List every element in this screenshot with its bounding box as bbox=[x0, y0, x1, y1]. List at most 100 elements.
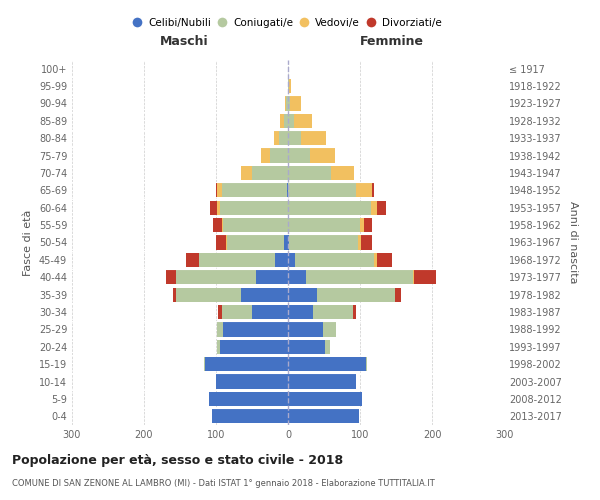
Bar bbox=[280, 131, 288, 146]
Bar bbox=[295, 253, 374, 267]
Bar bbox=[313, 305, 353, 319]
Bar bbox=[288, 270, 306, 284]
Bar bbox=[395, 288, 401, 302]
Bar bbox=[374, 253, 377, 267]
Bar bbox=[288, 392, 362, 406]
Bar bbox=[204, 357, 205, 372]
Bar bbox=[241, 166, 252, 180]
Bar bbox=[288, 166, 331, 180]
Bar bbox=[372, 183, 374, 198]
Bar bbox=[209, 392, 288, 406]
Bar bbox=[210, 200, 217, 215]
Bar bbox=[413, 270, 414, 284]
Bar bbox=[290, 96, 301, 110]
Bar bbox=[286, 96, 288, 110]
Bar bbox=[285, 96, 286, 110]
Bar bbox=[280, 114, 284, 128]
Bar bbox=[288, 131, 301, 146]
Bar bbox=[176, 270, 256, 284]
Bar bbox=[331, 166, 354, 180]
Text: Popolazione per età, sesso e stato civile - 2018: Popolazione per età, sesso e stato civil… bbox=[12, 454, 343, 467]
Bar bbox=[222, 218, 223, 232]
Bar bbox=[217, 340, 220, 354]
Bar bbox=[288, 236, 289, 250]
Bar bbox=[364, 218, 372, 232]
Bar bbox=[288, 288, 317, 302]
Bar bbox=[217, 200, 220, 215]
Bar bbox=[187, 253, 199, 267]
Bar bbox=[377, 200, 386, 215]
Bar bbox=[288, 357, 366, 372]
Bar bbox=[288, 409, 359, 424]
Bar bbox=[288, 340, 325, 354]
Bar bbox=[288, 183, 356, 198]
Bar bbox=[366, 357, 367, 372]
Bar bbox=[217, 322, 223, 336]
Bar bbox=[294, 114, 312, 128]
Bar bbox=[212, 409, 288, 424]
Bar bbox=[325, 340, 331, 354]
Y-axis label: Fasce di età: Fasce di età bbox=[23, 210, 33, 276]
Bar bbox=[288, 200, 371, 215]
Bar bbox=[284, 236, 288, 250]
Bar bbox=[223, 218, 288, 232]
Bar bbox=[262, 148, 270, 162]
Bar bbox=[252, 305, 288, 319]
Bar bbox=[288, 96, 290, 110]
Bar bbox=[288, 114, 294, 128]
Bar bbox=[223, 322, 288, 336]
Bar bbox=[360, 218, 364, 232]
Bar bbox=[306, 270, 413, 284]
Bar bbox=[218, 305, 222, 319]
Bar bbox=[252, 166, 288, 180]
Bar bbox=[213, 218, 222, 232]
Bar bbox=[226, 236, 227, 250]
Bar bbox=[256, 270, 288, 284]
Bar bbox=[220, 200, 288, 215]
Bar bbox=[301, 131, 326, 146]
Bar bbox=[199, 253, 275, 267]
Bar bbox=[289, 79, 291, 93]
Bar bbox=[284, 114, 288, 128]
Text: COMUNE DI SAN ZENONE AL LAMBRO (MI) - Dati ISTAT 1° gennaio 2018 - Elaborazione : COMUNE DI SAN ZENONE AL LAMBRO (MI) - Da… bbox=[12, 479, 435, 488]
Bar bbox=[287, 183, 288, 198]
Bar bbox=[241, 288, 288, 302]
Bar bbox=[216, 236, 226, 250]
Bar bbox=[317, 288, 395, 302]
Bar bbox=[371, 200, 377, 215]
Legend: Celibi/Nubili, Coniugati/e, Vedovi/e, Divorziati/e: Celibi/Nubili, Coniugati/e, Vedovi/e, Di… bbox=[135, 18, 441, 28]
Bar bbox=[227, 236, 284, 250]
Bar bbox=[353, 305, 356, 319]
Bar bbox=[288, 322, 323, 336]
Bar bbox=[356, 183, 372, 198]
Bar bbox=[377, 253, 392, 267]
Bar bbox=[288, 305, 313, 319]
Text: Maschi: Maschi bbox=[160, 36, 209, 49]
Bar bbox=[361, 236, 372, 250]
Bar bbox=[288, 79, 289, 93]
Bar bbox=[274, 131, 280, 146]
Bar bbox=[216, 374, 288, 388]
Bar bbox=[220, 340, 288, 354]
Bar bbox=[275, 253, 288, 267]
Bar bbox=[176, 288, 241, 302]
Bar bbox=[289, 236, 358, 250]
Bar bbox=[270, 148, 288, 162]
Y-axis label: Anni di nascita: Anni di nascita bbox=[568, 201, 578, 284]
Text: Femmine: Femmine bbox=[359, 36, 424, 49]
Bar bbox=[222, 183, 287, 198]
Bar bbox=[323, 322, 335, 336]
Bar bbox=[205, 357, 288, 372]
Bar bbox=[310, 148, 335, 162]
Bar bbox=[217, 183, 222, 198]
Bar bbox=[358, 236, 361, 250]
Bar bbox=[173, 288, 176, 302]
Bar bbox=[288, 148, 310, 162]
Bar bbox=[288, 374, 356, 388]
Bar bbox=[166, 270, 176, 284]
Bar bbox=[288, 253, 295, 267]
Bar bbox=[414, 270, 436, 284]
Bar bbox=[222, 305, 252, 319]
Bar bbox=[288, 218, 360, 232]
Bar bbox=[216, 183, 217, 198]
